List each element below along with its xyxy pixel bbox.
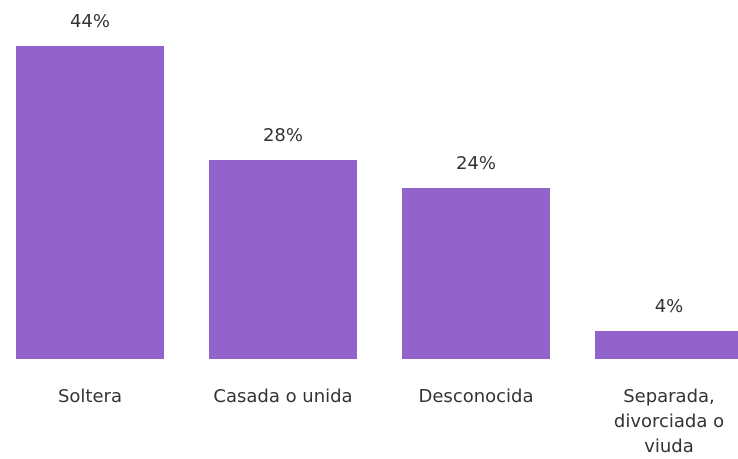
- value-label: 28%: [262, 124, 303, 146]
- bar: [595, 330, 738, 359]
- bar: [209, 159, 357, 359]
- bar: [16, 46, 164, 359]
- category-label: Casada o unida: [213, 386, 353, 407]
- category-label: Desconocida: [418, 386, 534, 407]
- category-label: Separada, divorciada o viuda: [613, 386, 725, 457]
- value-label: 24%: [455, 153, 496, 175]
- category-label: Soltera: [57, 386, 122, 407]
- bar: [402, 188, 550, 359]
- value-label: 44%: [69, 11, 110, 32]
- value-label: 4%: [654, 295, 684, 317]
